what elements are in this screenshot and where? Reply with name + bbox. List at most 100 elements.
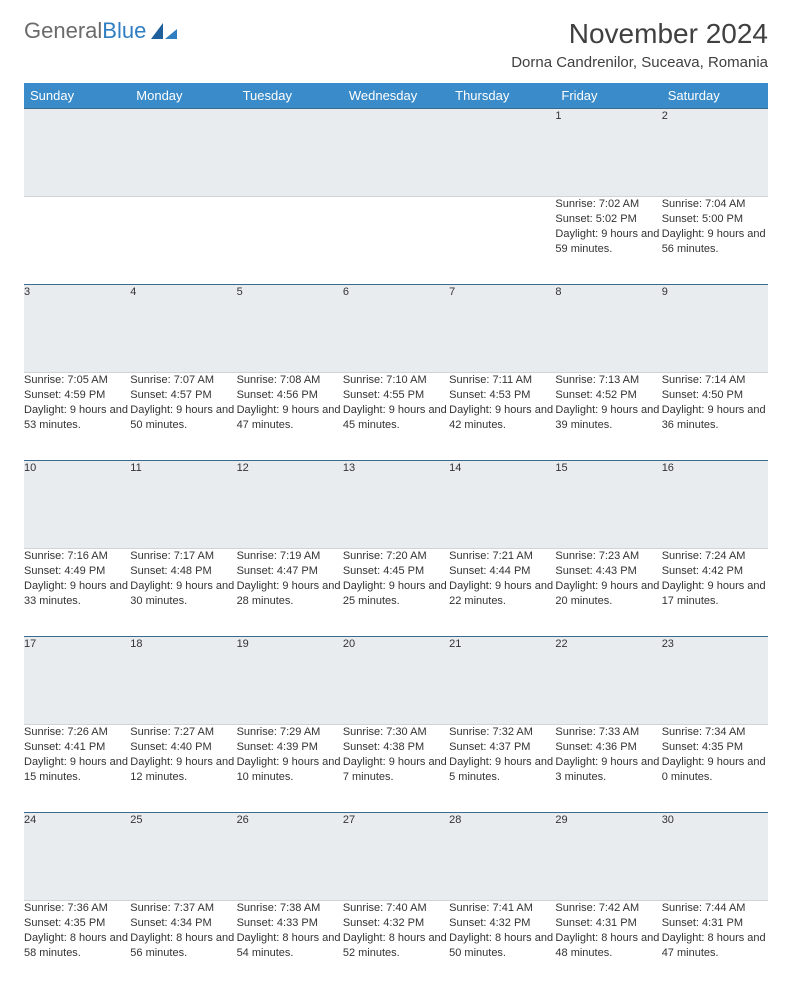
day-details: Sunrise: 7:20 AMSunset: 4:45 PMDaylight:… (343, 549, 449, 608)
sunrise-text: Sunrise: 7:04 AM (662, 197, 768, 212)
daylight-text: Daylight: 9 hours and 59 minutes. (555, 227, 661, 257)
day-details: Sunrise: 7:21 AMSunset: 4:44 PMDaylight:… (449, 549, 555, 608)
day-details: Sunrise: 7:19 AMSunset: 4:47 PMDaylight:… (237, 549, 343, 608)
day-body-cell: Sunrise: 7:44 AMSunset: 4:31 PMDaylight:… (662, 901, 768, 989)
day-number-cell: 16 (662, 461, 768, 549)
day-details: Sunrise: 7:37 AMSunset: 4:34 PMDaylight:… (130, 901, 236, 960)
day-body-row: Sunrise: 7:36 AMSunset: 4:35 PMDaylight:… (24, 901, 768, 989)
day-number-cell: 21 (449, 637, 555, 725)
day-number-cell: 5 (237, 285, 343, 373)
sunset-text: Sunset: 4:43 PM (555, 564, 661, 579)
day-details: Sunrise: 7:10 AMSunset: 4:55 PMDaylight:… (343, 373, 449, 432)
sunset-text: Sunset: 5:00 PM (662, 212, 768, 227)
sunrise-text: Sunrise: 7:37 AM (130, 901, 236, 916)
day-body-cell: Sunrise: 7:33 AMSunset: 4:36 PMDaylight:… (555, 725, 661, 813)
day-body-cell: Sunrise: 7:38 AMSunset: 4:33 PMDaylight:… (237, 901, 343, 989)
day-number-cell: 7 (449, 285, 555, 373)
sunrise-text: Sunrise: 7:05 AM (24, 373, 130, 388)
day-body-cell: Sunrise: 7:07 AMSunset: 4:57 PMDaylight:… (130, 373, 236, 461)
day-body-cell (343, 197, 449, 285)
day-body-cell: Sunrise: 7:11 AMSunset: 4:53 PMDaylight:… (449, 373, 555, 461)
day-body-cell: Sunrise: 7:16 AMSunset: 4:49 PMDaylight:… (24, 549, 130, 637)
day-number-cell: 8 (555, 285, 661, 373)
day-number-cell: 20 (343, 637, 449, 725)
sunset-text: Sunset: 4:56 PM (237, 388, 343, 403)
daylight-text: Daylight: 9 hours and 12 minutes. (130, 755, 236, 785)
daylight-text: Daylight: 9 hours and 56 minutes. (662, 227, 768, 257)
day-body-cell: Sunrise: 7:04 AMSunset: 5:00 PMDaylight:… (662, 197, 768, 285)
day-body-row: Sunrise: 7:05 AMSunset: 4:59 PMDaylight:… (24, 373, 768, 461)
daylight-text: Daylight: 8 hours and 47 minutes. (662, 931, 768, 961)
sunrise-text: Sunrise: 7:41 AM (449, 901, 555, 916)
day-number-cell (449, 109, 555, 197)
weekday-header: Thursday (449, 83, 555, 109)
day-details: Sunrise: 7:26 AMSunset: 4:41 PMDaylight:… (24, 725, 130, 784)
day-body-cell: Sunrise: 7:17 AMSunset: 4:48 PMDaylight:… (130, 549, 236, 637)
day-number-cell: 15 (555, 461, 661, 549)
daylight-text: Daylight: 9 hours and 28 minutes. (237, 579, 343, 609)
sunset-text: Sunset: 4:42 PM (662, 564, 768, 579)
sunset-text: Sunset: 5:02 PM (555, 212, 661, 227)
logo-text-blue: Blue (102, 18, 146, 44)
day-details: Sunrise: 7:11 AMSunset: 4:53 PMDaylight:… (449, 373, 555, 432)
day-details: Sunrise: 7:17 AMSunset: 4:48 PMDaylight:… (130, 549, 236, 608)
daylight-text: Daylight: 9 hours and 25 minutes. (343, 579, 449, 609)
sunrise-text: Sunrise: 7:40 AM (343, 901, 449, 916)
daylight-text: Daylight: 9 hours and 15 minutes. (24, 755, 130, 785)
weekday-header: Tuesday (237, 83, 343, 109)
day-details: Sunrise: 7:32 AMSunset: 4:37 PMDaylight:… (449, 725, 555, 784)
day-body-row: Sunrise: 7:16 AMSunset: 4:49 PMDaylight:… (24, 549, 768, 637)
sunrise-text: Sunrise: 7:26 AM (24, 725, 130, 740)
sunrise-text: Sunrise: 7:17 AM (130, 549, 236, 564)
logo-text-gray: General (24, 18, 102, 44)
sunrise-text: Sunrise: 7:29 AM (237, 725, 343, 740)
day-body-row: Sunrise: 7:26 AMSunset: 4:41 PMDaylight:… (24, 725, 768, 813)
day-number-cell (343, 109, 449, 197)
day-body-cell (130, 197, 236, 285)
daylight-text: Daylight: 9 hours and 5 minutes. (449, 755, 555, 785)
sunrise-text: Sunrise: 7:30 AM (343, 725, 449, 740)
day-body-cell: Sunrise: 7:24 AMSunset: 4:42 PMDaylight:… (662, 549, 768, 637)
daylight-text: Daylight: 8 hours and 56 minutes. (130, 931, 236, 961)
day-details: Sunrise: 7:02 AMSunset: 5:02 PMDaylight:… (555, 197, 661, 256)
daylight-text: Daylight: 9 hours and 10 minutes. (237, 755, 343, 785)
daylight-text: Daylight: 9 hours and 53 minutes. (24, 403, 130, 433)
day-body-cell: Sunrise: 7:10 AMSunset: 4:55 PMDaylight:… (343, 373, 449, 461)
day-details: Sunrise: 7:13 AMSunset: 4:52 PMDaylight:… (555, 373, 661, 432)
sunrise-text: Sunrise: 7:21 AM (449, 549, 555, 564)
daylight-text: Daylight: 9 hours and 22 minutes. (449, 579, 555, 609)
daylight-text: Daylight: 8 hours and 54 minutes. (237, 931, 343, 961)
sunrise-text: Sunrise: 7:33 AM (555, 725, 661, 740)
sunset-text: Sunset: 4:50 PM (662, 388, 768, 403)
sunset-text: Sunset: 4:38 PM (343, 740, 449, 755)
day-details: Sunrise: 7:14 AMSunset: 4:50 PMDaylight:… (662, 373, 768, 432)
sunset-text: Sunset: 4:37 PM (449, 740, 555, 755)
day-body-cell (449, 197, 555, 285)
day-details: Sunrise: 7:40 AMSunset: 4:32 PMDaylight:… (343, 901, 449, 960)
day-details: Sunrise: 7:38 AMSunset: 4:33 PMDaylight:… (237, 901, 343, 960)
sunrise-text: Sunrise: 7:24 AM (662, 549, 768, 564)
sunrise-text: Sunrise: 7:10 AM (343, 373, 449, 388)
day-number-cell: 9 (662, 285, 768, 373)
day-number-cell: 22 (555, 637, 661, 725)
day-body-cell: Sunrise: 7:40 AMSunset: 4:32 PMDaylight:… (343, 901, 449, 989)
day-body-cell: Sunrise: 7:26 AMSunset: 4:41 PMDaylight:… (24, 725, 130, 813)
day-details: Sunrise: 7:27 AMSunset: 4:40 PMDaylight:… (130, 725, 236, 784)
day-number-cell: 29 (555, 813, 661, 901)
sunset-text: Sunset: 4:34 PM (130, 916, 236, 931)
day-body-cell: Sunrise: 7:41 AMSunset: 4:32 PMDaylight:… (449, 901, 555, 989)
day-number-cell: 27 (343, 813, 449, 901)
day-body-cell: Sunrise: 7:42 AMSunset: 4:31 PMDaylight:… (555, 901, 661, 989)
day-details: Sunrise: 7:16 AMSunset: 4:49 PMDaylight:… (24, 549, 130, 608)
day-body-cell: Sunrise: 7:02 AMSunset: 5:02 PMDaylight:… (555, 197, 661, 285)
sunset-text: Sunset: 4:59 PM (24, 388, 130, 403)
sunset-text: Sunset: 4:33 PM (237, 916, 343, 931)
header: GeneralBlue November 2024 Dorna Candreni… (24, 18, 768, 79)
day-body-cell (24, 197, 130, 285)
sunset-text: Sunset: 4:48 PM (130, 564, 236, 579)
sunset-text: Sunset: 4:52 PM (555, 388, 661, 403)
day-number-cell: 13 (343, 461, 449, 549)
sunrise-text: Sunrise: 7:13 AM (555, 373, 661, 388)
weekday-header: Wednesday (343, 83, 449, 109)
location-text: Dorna Candrenilor, Suceava, Romania (511, 54, 768, 71)
